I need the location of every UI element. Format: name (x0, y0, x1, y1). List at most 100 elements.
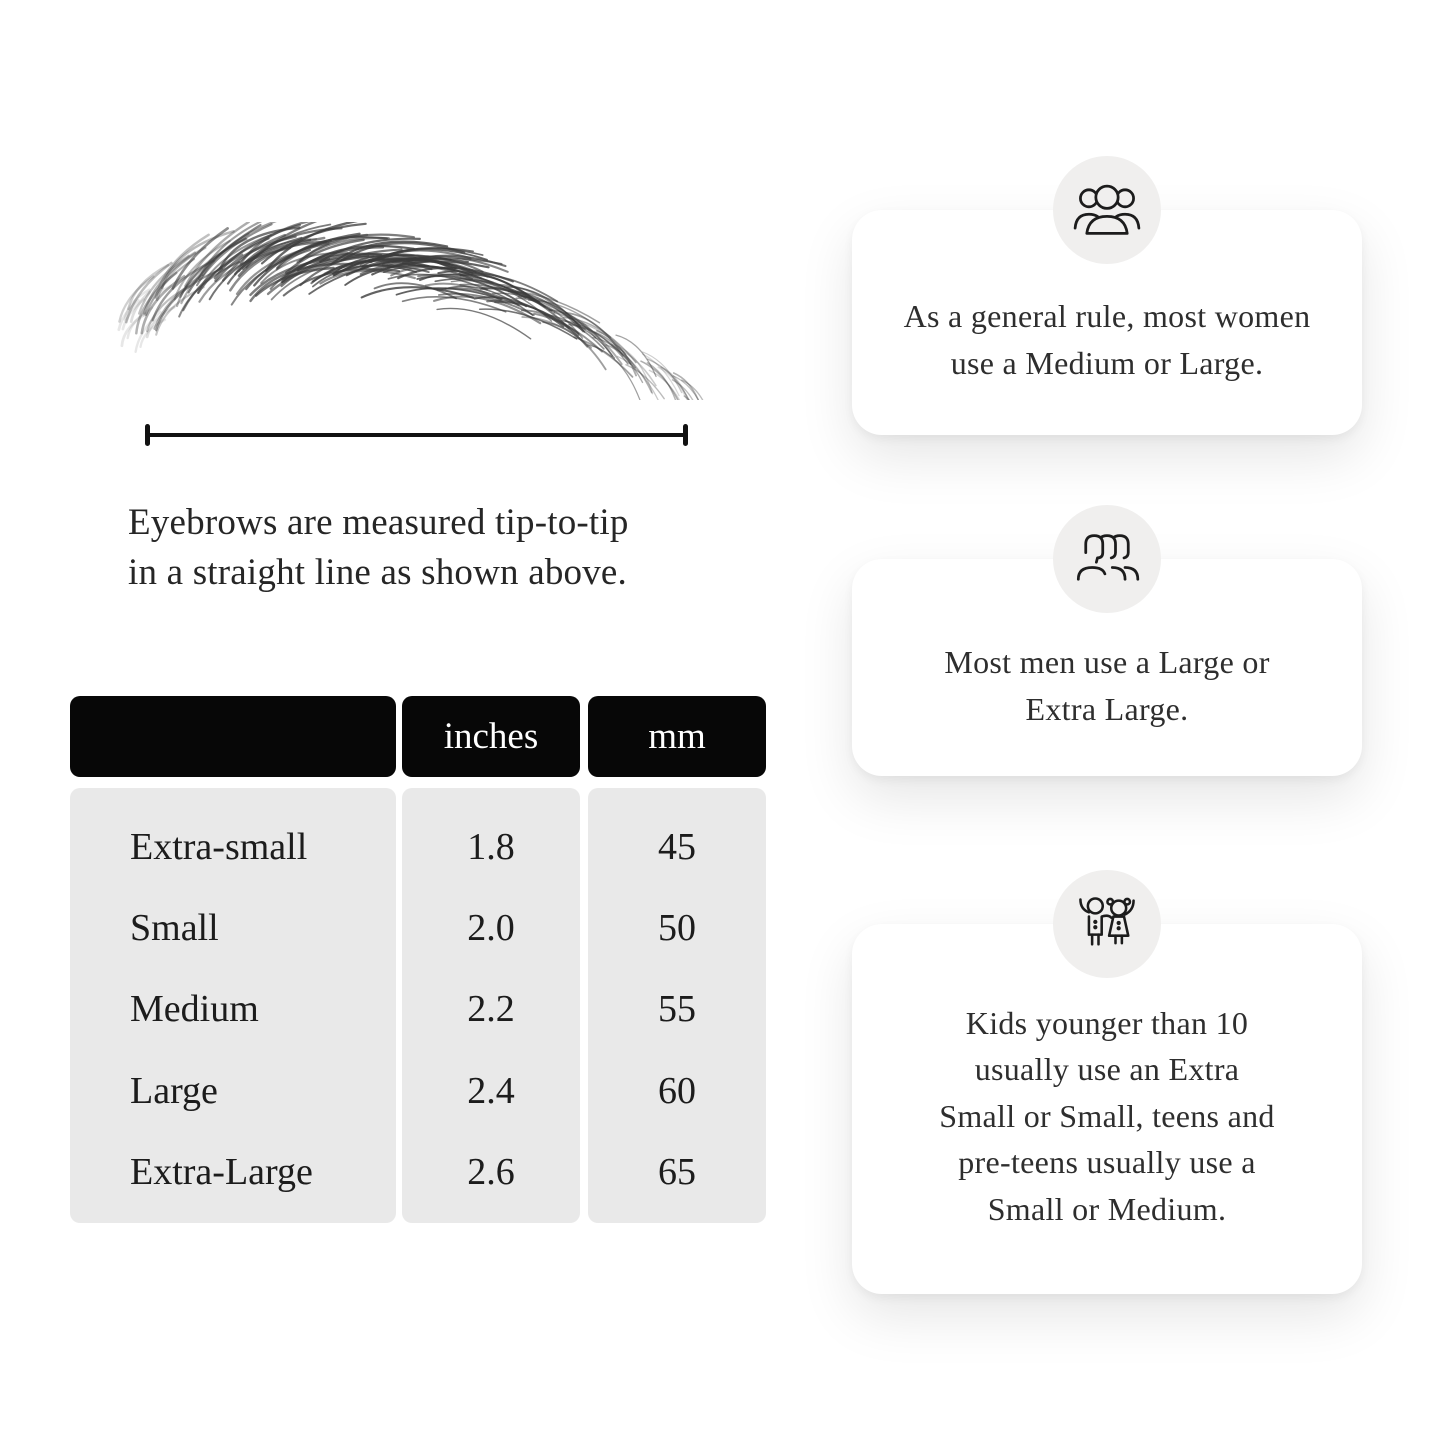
icon-circle (1053, 870, 1161, 978)
eyebrow-hair-stroke (139, 318, 167, 349)
kids-icon (1079, 897, 1135, 946)
card-text: Most men use a Large or Extra Large. (944, 639, 1269, 732)
eyebrow-hair-stroke (615, 334, 657, 378)
eyebrow-hair-stroke (195, 223, 273, 287)
eyebrow-hair-stroke (117, 298, 140, 332)
eyebrow-hair-stroke (616, 355, 659, 400)
eyebrow-hair-stroke (671, 379, 694, 400)
eyebrow-hair-stroke (129, 290, 151, 323)
eyebrow-hair-stroke (284, 238, 365, 275)
eyebrow-hair-stroke (120, 312, 148, 348)
eyebrow-hair-stroke (424, 282, 502, 301)
eyebrow-hair-stroke (145, 305, 176, 339)
text-line: usually use an Extra (974, 1051, 1240, 1088)
eyebrow-hair-stroke (611, 344, 657, 387)
table-cell-inches: 2.6 (467, 1151, 515, 1194)
eyebrow-hair-stroke (245, 223, 332, 269)
text-line: Kids younger than 10 (965, 1005, 1249, 1042)
eyebrow-hair-stroke (187, 223, 262, 294)
eyebrow-hair-stroke (647, 358, 690, 400)
table-cell-label: Extra-Large (130, 1151, 313, 1194)
text-line: Small or Small, teens and (939, 1097, 1275, 1134)
eyebrow-hair-stroke (593, 331, 637, 369)
table-header-blank (70, 696, 396, 777)
info-card-men: Most men use a Large or Extra Large. (852, 505, 1362, 776)
table-cell-label: Small (130, 907, 219, 950)
eyebrow-hair-stroke (280, 254, 390, 288)
eyebrow-hair-stroke (142, 284, 173, 317)
table-column-mm: mm 45 50 55 60 65 (588, 696, 766, 1223)
eyebrow-hair-stroke (254, 266, 335, 297)
table-cell-inches: 1.8 (467, 825, 515, 868)
eyebrow-hair-stroke (683, 395, 690, 400)
table-body-mm: 45 50 55 60 65 (588, 788, 766, 1223)
table-body-sizes: Extra-small Small Medium Large Extra-Large (70, 788, 396, 1223)
eyebrow-hair-stroke (401, 256, 484, 273)
table-cell-label: Large (130, 1069, 218, 1112)
eyebrow-hair-stroke (479, 288, 556, 314)
eyebrow-hair-stroke (436, 307, 532, 340)
eyebrow-hair-stroke (390, 266, 483, 280)
eyebrow-hair-stroke (587, 344, 641, 400)
info-card-women: As a general rule, most women use a Mediu… (852, 156, 1362, 435)
eyebrow-hair-stroke (201, 222, 277, 277)
eyebrow-hair-stroke (444, 285, 534, 316)
table-body-inches: 1.8 2.0 2.2 2.4 2.6 (402, 788, 580, 1223)
eyebrow-hair-stroke (648, 369, 681, 400)
eyebrow-hair-stroke (123, 288, 151, 321)
eyebrow-hair-stroke (184, 222, 250, 288)
eyebrow-hair-stroke (275, 233, 369, 271)
eyebrow-hair-stroke (605, 344, 653, 394)
eyebrow-hair-stroke (134, 310, 162, 353)
eyebrow-hair-stroke (137, 254, 190, 315)
eyebrow-hair-stroke (332, 264, 418, 277)
eyebrow-hair-stroke (319, 269, 416, 285)
table-cell-label: Medium (130, 988, 259, 1031)
eyebrow-hair-stroke (592, 336, 644, 384)
text-line: pre-teens usually use a (958, 1144, 1256, 1181)
eyebrow-hair-stroke (330, 240, 449, 266)
eyebrow-hair-stroke (521, 316, 593, 349)
text-line: Extra Large. (1025, 690, 1189, 727)
eyebrow-illustration (117, 222, 704, 400)
eyebrow-hair-stroke (222, 233, 287, 282)
size-table: Extra-small Small Medium Large Extra-Large i… (70, 696, 766, 1223)
eyebrow-hair-stroke (564, 312, 624, 357)
eyebrow-hair-stroke (143, 251, 197, 315)
eyebrow-hair-stroke (563, 316, 637, 364)
table-cell-mm: 65 (658, 1151, 696, 1194)
eyebrow-hair-stroke (126, 306, 154, 340)
eyebrow-hair-stroke (657, 366, 689, 400)
eyebrow-hair-stroke (672, 372, 700, 400)
text-line: in a straight line as shown above. (128, 552, 628, 594)
eyebrow-hair-stroke (625, 364, 665, 400)
eyebrow-hair-stroke (153, 274, 204, 330)
table-cell-inches: 2.4 (467, 1069, 515, 1112)
eyebrow-hair-stroke (542, 321, 607, 371)
measurement-line (145, 424, 688, 446)
eyebrow-hair-stroke (229, 236, 326, 292)
table-cell-mm: 50 (658, 907, 696, 950)
eyebrow-hair-stroke (160, 230, 235, 290)
text-line: Eyebrows are measured tip-to-tip (128, 502, 629, 543)
eyebrow-hair-stroke (681, 379, 704, 400)
measurement-caption: Eyebrows are measured tip-to-tip in a str… (128, 498, 728, 599)
eyebrow-hair-stroke (568, 323, 632, 365)
eyebrow-hair-stroke (574, 320, 627, 355)
eyebrow-hair-stroke (260, 251, 349, 284)
eyebrow-hair-stroke (642, 353, 680, 397)
eyebrow-hair-stroke (478, 308, 578, 340)
eyebrow-hair-stroke (527, 299, 612, 339)
measurement-line-bar (145, 433, 688, 437)
eyebrow-hair-stroke (672, 375, 700, 400)
table-column-sizes: Extra-small Small Medium Large Extra-Large (70, 696, 396, 1223)
measurement-line-right-cap (683, 424, 688, 446)
eyebrow-hair-stroke (373, 282, 458, 300)
table-cell-mm: 45 (658, 825, 696, 868)
table-header-mm: mm (588, 696, 766, 777)
eyebrow-hair-stroke (596, 329, 638, 377)
table-cell-mm: 60 (658, 1069, 696, 1112)
eyebrow-hair-stroke (660, 366, 689, 400)
eyebrow-hair-stroke (436, 287, 520, 307)
